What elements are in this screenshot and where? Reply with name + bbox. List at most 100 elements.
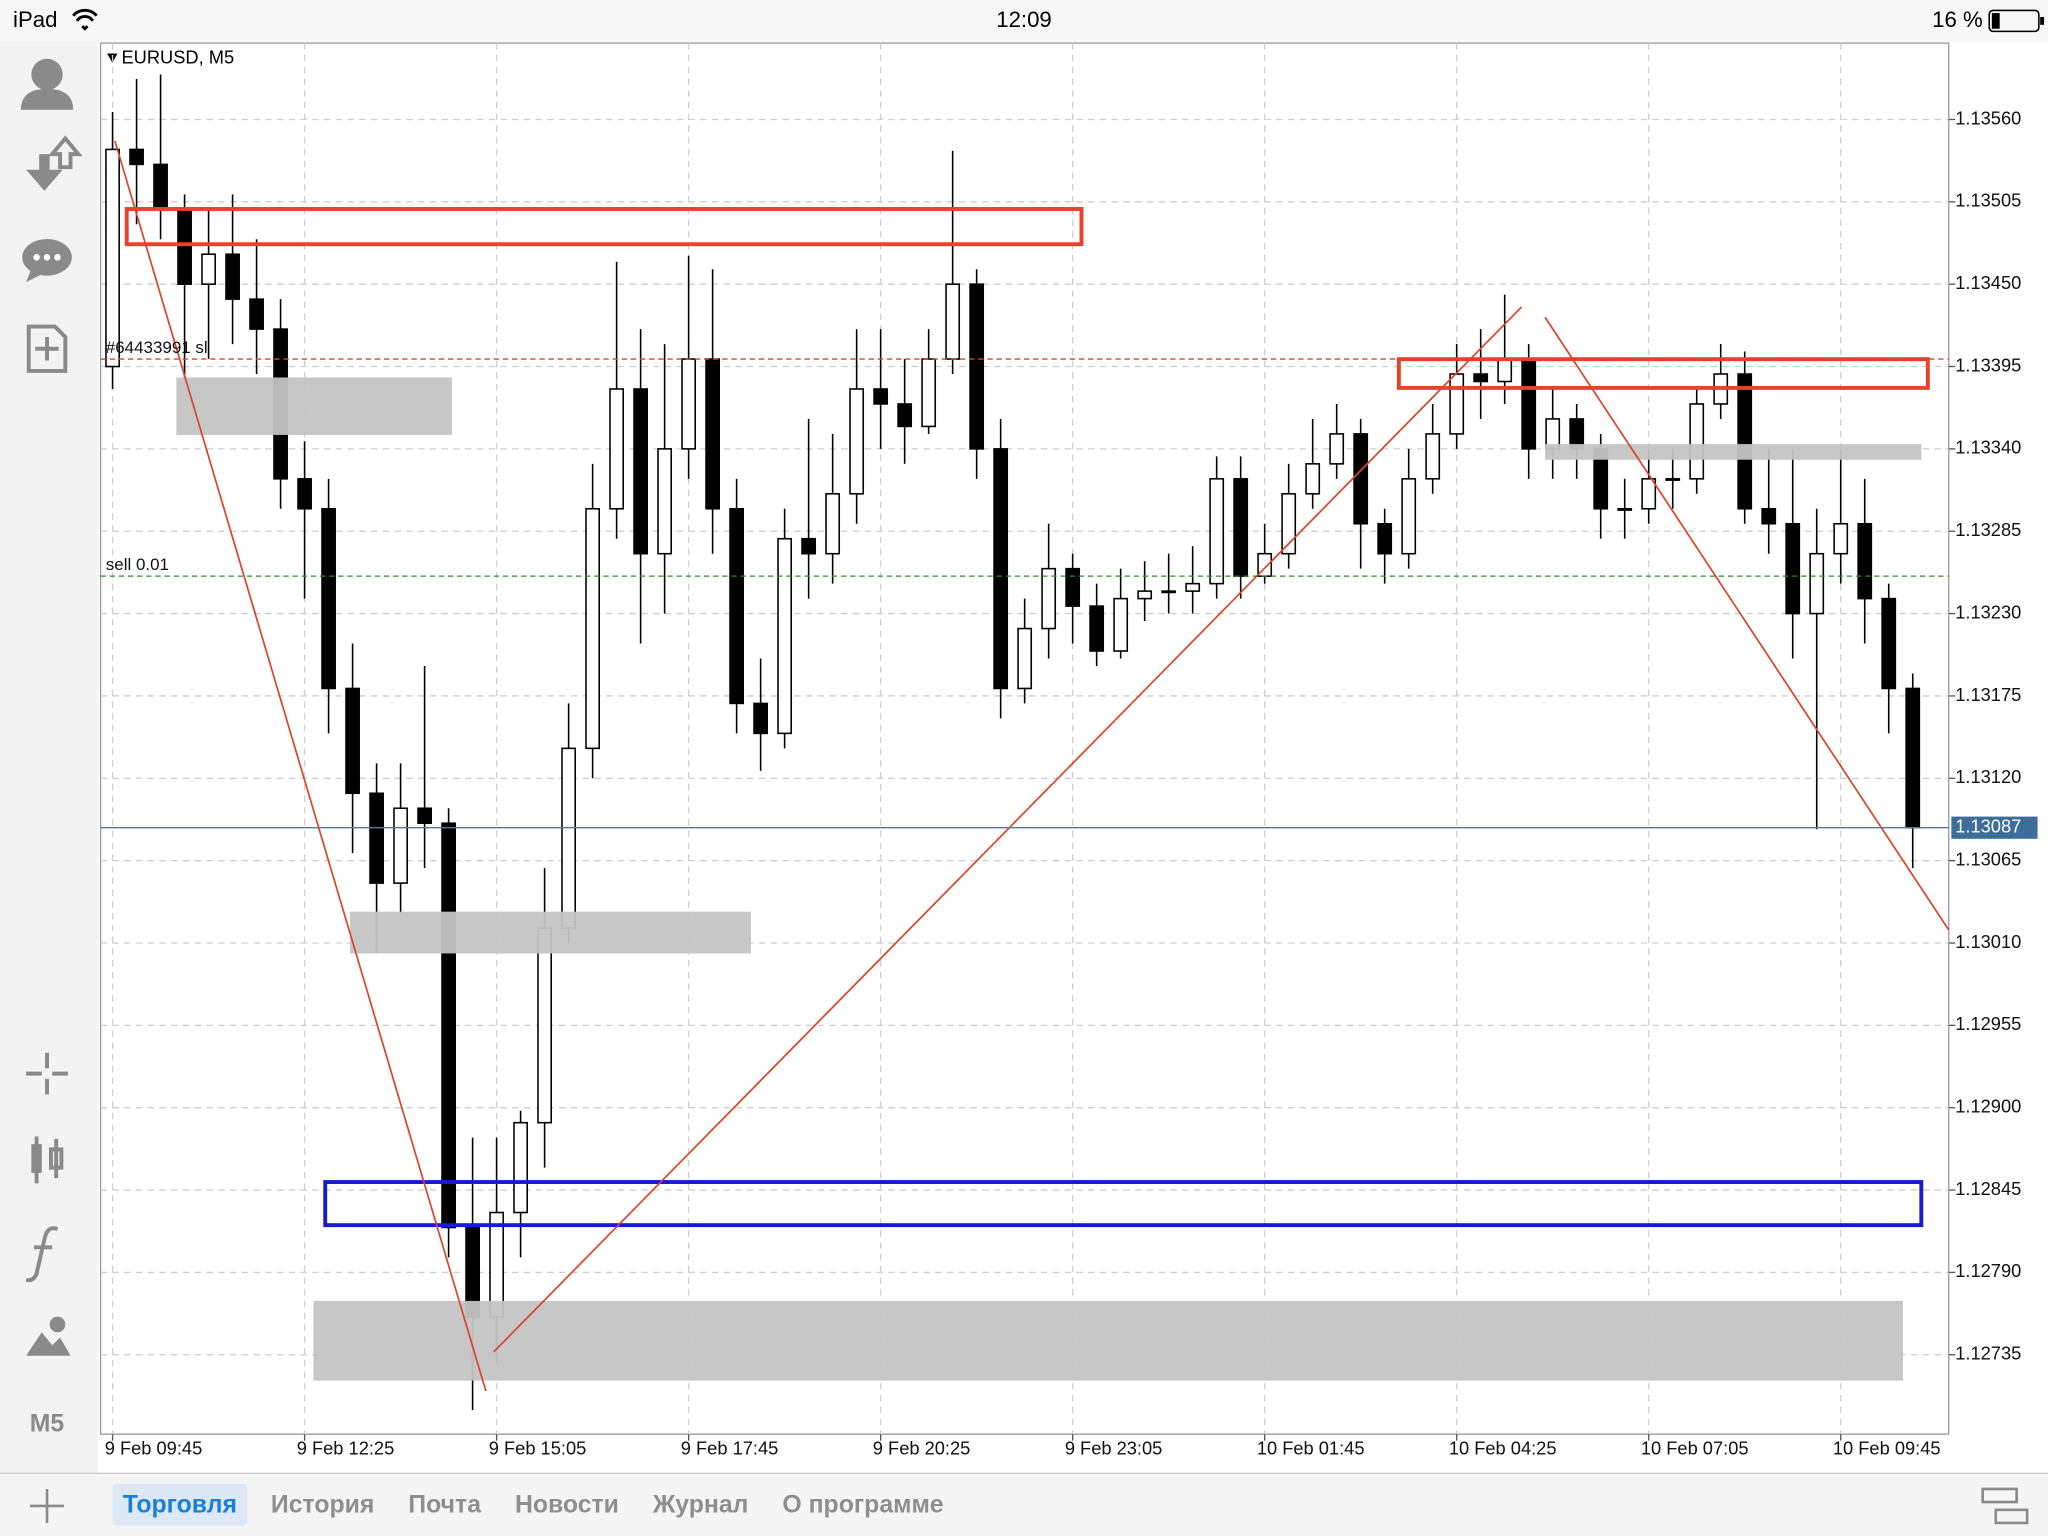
candle-body bbox=[897, 403, 913, 428]
chart-symbol[interactable]: EURUSD, M5 bbox=[121, 47, 234, 68]
drawn-objects bbox=[114, 140, 1950, 1392]
candle-body bbox=[609, 388, 625, 510]
candle-body bbox=[825, 493, 841, 555]
candle-body bbox=[1281, 493, 1297, 555]
candle-body bbox=[225, 253, 240, 300]
device-name: iPad bbox=[13, 7, 57, 32]
objects-button[interactable] bbox=[26, 1316, 71, 1356]
candle-body bbox=[201, 253, 216, 285]
chart-type-button[interactable] bbox=[31, 1136, 64, 1184]
trend-line bbox=[493, 306, 1523, 1353]
blue-zone bbox=[323, 1180, 1924, 1228]
status-bar bbox=[0, 0, 2048, 42]
candle-body bbox=[393, 807, 408, 884]
y-tick-label: 1.13010 bbox=[1955, 931, 2021, 952]
candle-body bbox=[633, 388, 649, 555]
candle-body bbox=[1473, 373, 1489, 383]
y-tick-label: 1.13065 bbox=[1955, 848, 2021, 869]
y-tick-label: 1.13230 bbox=[1955, 601, 2021, 622]
candle-body bbox=[1185, 582, 1201, 592]
candle-body bbox=[801, 537, 817, 555]
tab[interactable]: Журнал bbox=[652, 1492, 749, 1519]
candle-body bbox=[1833, 522, 1849, 555]
battery-level: 16 % bbox=[1932, 7, 1983, 32]
timeframe-button[interactable]: M5 bbox=[30, 1411, 65, 1438]
candle-body bbox=[705, 358, 721, 510]
indicators-button[interactable] bbox=[25, 1226, 59, 1283]
candle-body bbox=[321, 507, 336, 690]
candle-body bbox=[777, 537, 793, 735]
clock: 12:09 bbox=[996, 7, 1052, 32]
x-tick-label: 10 Feb 09:45 bbox=[1833, 1438, 1941, 1459]
candle-body bbox=[753, 702, 769, 735]
new-order-button[interactable] bbox=[26, 324, 68, 373]
red-zone bbox=[1396, 357, 1930, 390]
gray-zone bbox=[350, 911, 752, 954]
y-tick-label: 1.13175 bbox=[1955, 684, 2021, 705]
candle-body bbox=[105, 148, 120, 368]
add-button[interactable] bbox=[30, 1488, 64, 1523]
gray-zone bbox=[176, 377, 452, 435]
candle-body bbox=[585, 507, 600, 750]
trend-line bbox=[114, 140, 487, 1392]
chat-button[interactable] bbox=[22, 239, 72, 283]
x-tick-label: 9 Feb 15:05 bbox=[489, 1438, 586, 1459]
candle-body bbox=[561, 747, 576, 929]
candle-body bbox=[1617, 507, 1633, 511]
trade-button[interactable] bbox=[26, 135, 83, 191]
x-tick-label: 9 Feb 09:45 bbox=[105, 1438, 203, 1459]
candle-body bbox=[1089, 605, 1105, 652]
gray-zone bbox=[1545, 444, 1922, 460]
candle-body bbox=[1521, 358, 1537, 450]
candle-body bbox=[249, 298, 264, 330]
candle-body bbox=[1449, 373, 1465, 435]
candle-body bbox=[1209, 478, 1225, 585]
tab[interactable]: История bbox=[271, 1492, 374, 1519]
candle-body bbox=[681, 358, 697, 450]
candle-body bbox=[1137, 590, 1153, 600]
candle-body bbox=[1665, 478, 1681, 481]
tab[interactable]: О программе bbox=[782, 1492, 943, 1519]
candle-body bbox=[729, 507, 745, 705]
battery-icon bbox=[1988, 9, 2045, 33]
y-tick-label: 1.13505 bbox=[1955, 190, 2021, 211]
layout-button[interactable] bbox=[1981, 1487, 2029, 1525]
candle-body bbox=[1041, 567, 1057, 630]
candle-body bbox=[153, 163, 168, 211]
candle-body bbox=[1065, 567, 1081, 607]
y-tick-label: 1.12955 bbox=[1955, 1013, 2021, 1034]
candle-body bbox=[1329, 433, 1345, 465]
tab-background bbox=[112, 1483, 248, 1526]
current-price-label: 1.13087 bbox=[1955, 816, 2021, 837]
candle-body bbox=[849, 388, 865, 495]
y-tick-label: 1.12790 bbox=[1955, 1260, 2021, 1281]
candle-body bbox=[1161, 590, 1177, 594]
candle-body bbox=[1401, 478, 1417, 555]
x-tick-label: 10 Feb 04:25 bbox=[1449, 1438, 1557, 1459]
current-price-box bbox=[1951, 816, 2038, 839]
order-label: #64433991 sl bbox=[106, 338, 208, 357]
candle-body bbox=[1377, 522, 1393, 555]
order-label: sell 0.01 bbox=[106, 555, 169, 574]
candle-body bbox=[297, 478, 312, 510]
candle-body bbox=[1857, 522, 1873, 600]
candle-body bbox=[657, 448, 673, 555]
tab[interactable]: Почта bbox=[408, 1492, 481, 1519]
y-tick-label: 1.13450 bbox=[1955, 272, 2021, 293]
candle-body bbox=[1881, 597, 1897, 690]
candle-body bbox=[1809, 552, 1825, 615]
crosshair-button[interactable] bbox=[26, 1052, 68, 1095]
y-tick-label: 1.13285 bbox=[1955, 519, 2021, 540]
candle-body bbox=[345, 687, 360, 795]
account-button[interactable] bbox=[20, 58, 74, 110]
tab[interactable]: Торговля bbox=[123, 1492, 237, 1519]
red-zone bbox=[124, 207, 1084, 247]
candle-body bbox=[921, 358, 937, 428]
candle-body bbox=[873, 388, 889, 405]
candle-body bbox=[1233, 478, 1249, 577]
candle-body bbox=[129, 148, 144, 166]
tab[interactable]: Новости bbox=[515, 1492, 619, 1519]
y-tick-label: 1.13560 bbox=[1955, 107, 2021, 128]
candle-body bbox=[1017, 627, 1033, 690]
y-tick-label: 1.13395 bbox=[1955, 354, 2021, 375]
